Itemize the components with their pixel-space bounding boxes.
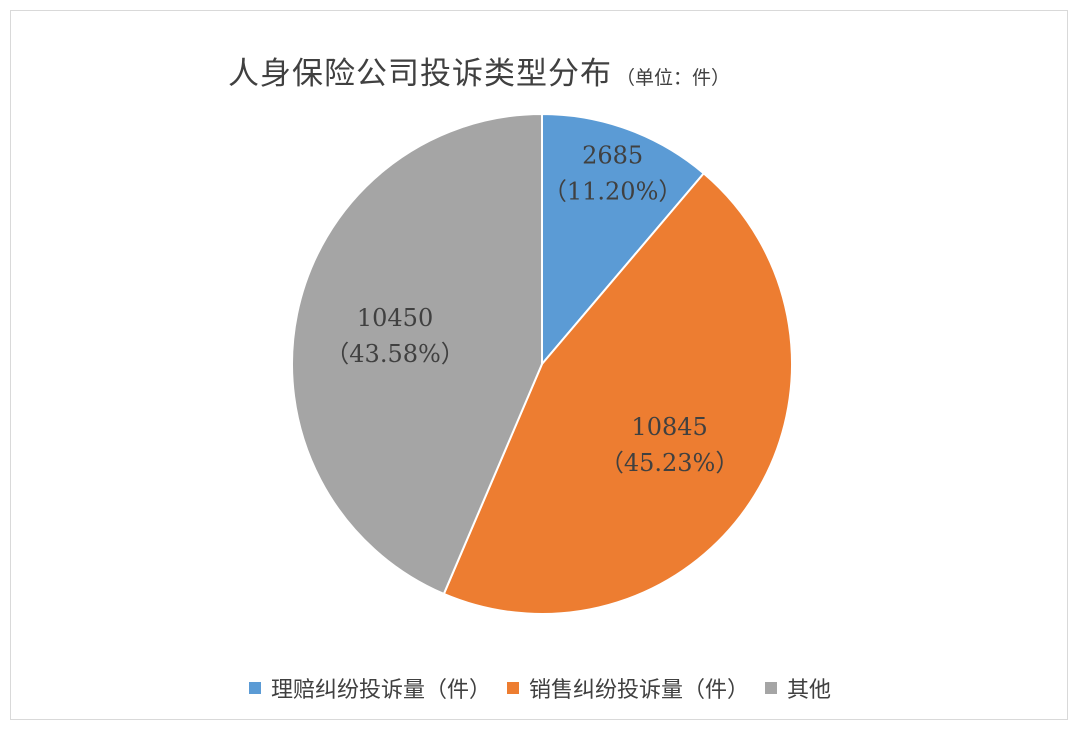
legend-item-sales: 销售纠纷投诉量（件） xyxy=(506,672,749,704)
data-label-percent-claims: （11.20%） xyxy=(543,178,683,206)
pie-slice-claims xyxy=(541,112,706,367)
legend-label-other: 其他 xyxy=(787,678,832,703)
legend-item-claims: 理赔纠纷投诉量（件） xyxy=(248,672,491,704)
legend-swatch-other xyxy=(765,682,777,694)
data-label-value-claims: 2685 xyxy=(582,142,643,170)
data-label-value-other: 10450 xyxy=(357,304,433,332)
pie-slice-other xyxy=(291,112,543,596)
legend-item-other: 其他 xyxy=(765,672,831,704)
chart-legend: 理赔纠纷投诉量（件） 销售纠纷投诉量（件） 其他 xyxy=(0,672,1080,704)
pie-labels: 2685 （11.20%） 10845 （45.23%） 10450 （43.58%） xyxy=(325,142,739,477)
pie-slices xyxy=(291,112,793,615)
pie-slice-sales xyxy=(442,171,793,615)
chart-title-block: 人身保险公司投诉类型分布 （单位：件） xyxy=(228,48,730,93)
chart-title: 人身保险公司投诉类型分布 xyxy=(228,56,612,92)
legend-label-sales: 销售纠纷投诉量（件） xyxy=(528,678,749,703)
data-label-value-sales: 10845 xyxy=(631,413,707,441)
data-label-percent-sales: （45.23%） xyxy=(600,449,740,477)
data-label-percent-other: （43.58%） xyxy=(325,340,465,368)
legend-label-claims: 理赔纠纷投诉量（件） xyxy=(270,678,491,703)
chart-subtitle: （单位：件） xyxy=(616,67,731,89)
legend-swatch-sales xyxy=(506,682,519,694)
legend-swatch-claims xyxy=(248,682,261,694)
